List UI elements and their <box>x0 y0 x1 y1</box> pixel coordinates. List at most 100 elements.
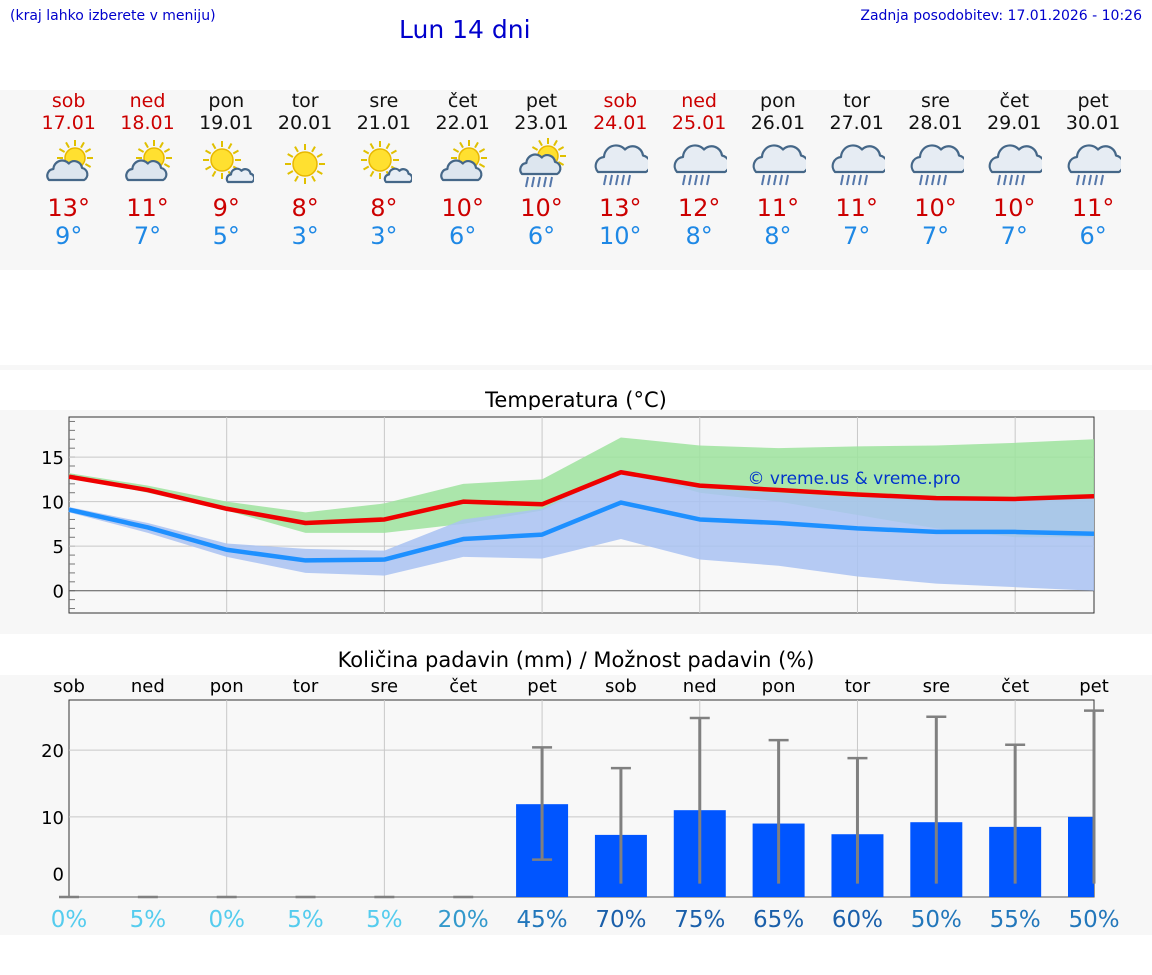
max-temp: 9° <box>212 194 240 222</box>
precip-probability: 0% <box>208 907 245 933</box>
y-tick-label: 15 <box>41 448 64 469</box>
x-category-label: tor <box>845 676 871 697</box>
y-tick-label: 0 <box>53 865 64 886</box>
max-temp: 10° <box>914 194 957 222</box>
min-temp: 7° <box>843 222 871 250</box>
day-column: sre 21.01 8° 3° <box>345 90 423 250</box>
day-date: 28.01 <box>908 112 963 134</box>
y-tick-label: 10 <box>41 493 64 514</box>
day-name: pon <box>208 90 245 112</box>
partly-sunny-icon <box>124 140 172 182</box>
day-column: pet 23.01 10° 6° <box>503 90 581 250</box>
x-category-label: čet <box>1001 676 1029 697</box>
min-temp: 5° <box>212 222 240 250</box>
x-category-label: pet <box>1079 676 1109 697</box>
precip-probability: 70% <box>595 907 646 933</box>
day-column: tor 27.01 11° 7° <box>818 90 896 250</box>
max-temp: 11° <box>835 194 878 222</box>
min-temp: 8° <box>685 222 713 250</box>
day-name: čet <box>447 90 478 112</box>
day-date: 29.01 <box>987 112 1042 134</box>
x-category-label: sob <box>53 676 85 697</box>
min-temp-line <box>68 500 1095 563</box>
max-temp: 11° <box>756 194 800 222</box>
x-category-label: pon <box>210 676 244 697</box>
spacer-band <box>0 365 1152 370</box>
day-name: sre <box>921 90 950 112</box>
day-name: tor <box>843 90 871 112</box>
min-temp: 7° <box>133 222 162 250</box>
min-temp: 10° <box>599 222 642 250</box>
day-name: sre <box>369 90 399 112</box>
max-temp: 10° <box>993 194 1036 222</box>
max-temp: 8° <box>370 194 398 222</box>
min-temp: 7° <box>1000 222 1028 250</box>
last-updated: Zadnja posodobitev: 17.01.2026 - 10:26 <box>860 8 1142 24</box>
x-category-label: sob <box>605 676 637 697</box>
min-temp: 3° <box>370 222 398 250</box>
rain-cloud-icon <box>1067 144 1122 186</box>
x-category-label: sre <box>371 676 398 697</box>
day-date: 24.01 <box>593 112 648 134</box>
precip-bar <box>1068 816 1094 897</box>
day-column: pon 19.01 9° 5° <box>187 90 265 250</box>
x-category-label: tor <box>293 676 319 697</box>
header-region-note[interactable]: (kraj lahko izberete v meniju) <box>10 8 216 24</box>
rain-cloud-icon <box>673 144 728 186</box>
rain-cloud-icon <box>831 144 885 186</box>
precip-probability: 5% <box>366 907 403 933</box>
day-name: pon <box>760 90 796 112</box>
precip-probability: 65% <box>753 907 804 933</box>
day-date: 27.01 <box>829 112 884 134</box>
day-column: sob 17.01 13° 9° <box>30 90 108 250</box>
max-temp: 8° <box>291 194 319 222</box>
day-column: sob 24.01 13° 10° <box>581 90 659 250</box>
day-name: pet <box>525 90 558 112</box>
day-name: ned <box>129 90 166 112</box>
y-tick-label: 0 <box>53 582 64 603</box>
day-date: 20.01 <box>277 112 333 134</box>
day-column: tor 20.01 8° 3° <box>266 90 344 250</box>
partly-sunny-icon <box>439 140 487 182</box>
y-tick-label: 20 <box>41 741 64 762</box>
x-category-label: ned <box>683 676 717 697</box>
sun-cloud-small-icon <box>360 141 412 184</box>
min-temp: 3° <box>291 222 319 250</box>
sun-icon <box>285 144 326 184</box>
precip-probability: 20% <box>438 907 489 933</box>
x-category-label: pet <box>527 676 557 697</box>
daily-forecast-band <box>0 90 1152 270</box>
day-date: 17.01 <box>41 112 96 134</box>
day-date: 22.01 <box>435 112 490 134</box>
max-temp: 10° <box>520 194 563 222</box>
day-column: sre 28.01 10° 7° <box>897 90 975 250</box>
min-temp: 9° <box>55 222 83 250</box>
min-temp: 6° <box>449 222 477 250</box>
day-name: sob <box>603 90 638 112</box>
rain-cloud-icon <box>594 144 649 186</box>
precip-probability: 45% <box>517 907 568 933</box>
day-name: ned <box>681 90 717 112</box>
temperature-chart-title: Temperatura (°C) <box>485 388 667 412</box>
x-category-label: pon <box>762 676 796 697</box>
max-temp: 13° <box>47 194 90 222</box>
day-date: 30.01 <box>1065 112 1121 134</box>
max-temp: 11° <box>126 194 169 222</box>
y-tick-label: 5 <box>53 537 64 558</box>
day-date: 21.01 <box>356 112 412 134</box>
day-name: čet <box>999 90 1030 112</box>
max-temp-line <box>68 469 1095 526</box>
sun-rain-icon <box>518 138 566 188</box>
max-temp: 12° <box>677 194 721 222</box>
max-temp: 13° <box>599 194 642 222</box>
y-tick-label: 10 <box>41 808 64 829</box>
precipitation-chart-title: Količina padavin (mm) / Možnost padavin … <box>337 648 815 672</box>
temperature-chart: 0 5 10 15 © vreme.us & vreme.pro <box>41 416 1095 614</box>
min-temp: 8° <box>764 222 792 250</box>
max-temp: 10° <box>441 194 484 222</box>
day-column: čet 29.01 10° 7° <box>975 90 1053 250</box>
day-name: sob <box>51 90 86 112</box>
precip-probability: 0% <box>51 907 88 933</box>
precip-probability: 5% <box>130 907 167 933</box>
day-date: 25.01 <box>671 112 727 134</box>
